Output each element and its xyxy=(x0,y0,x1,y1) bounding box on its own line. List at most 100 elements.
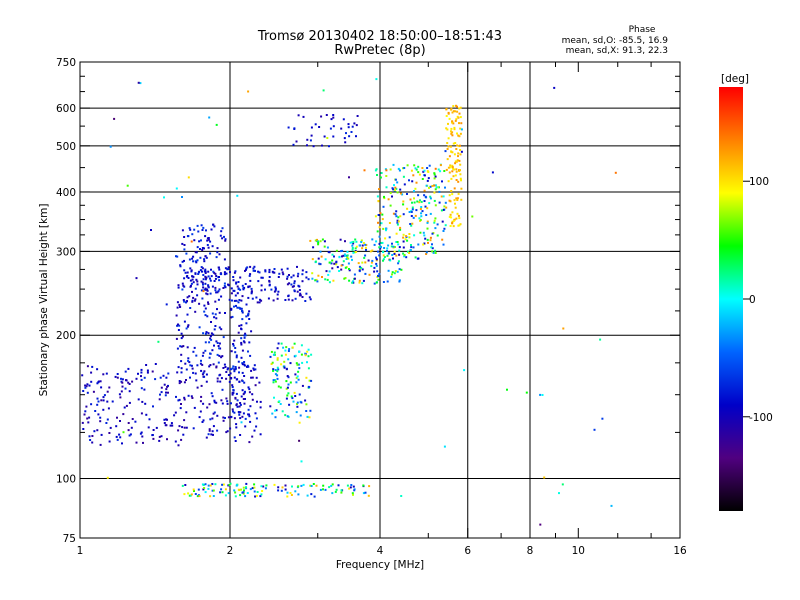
echo-point xyxy=(199,269,202,272)
echo-point xyxy=(561,483,564,486)
echo-point xyxy=(163,383,166,386)
echo-point xyxy=(181,484,184,487)
echo-point xyxy=(325,270,328,273)
echo-point xyxy=(382,205,385,208)
echo-point xyxy=(212,495,215,497)
echo-point xyxy=(181,229,184,232)
echo-point xyxy=(427,177,430,180)
echo-point xyxy=(451,164,454,167)
echo-point xyxy=(181,335,184,338)
echo-point xyxy=(365,244,368,246)
echo-point xyxy=(399,192,402,195)
echo-point xyxy=(290,494,293,496)
echo-point xyxy=(250,330,253,333)
echo-point xyxy=(111,400,114,403)
echo-point xyxy=(88,384,91,387)
echo-point xyxy=(214,325,217,327)
echo-point xyxy=(252,267,255,270)
echo-point xyxy=(274,369,277,371)
echo-point xyxy=(292,285,295,288)
echo-point xyxy=(202,290,205,293)
echo-point xyxy=(230,368,232,371)
echo-point xyxy=(429,236,432,239)
echo-point xyxy=(270,288,273,291)
echo-point xyxy=(422,170,425,173)
echo-point xyxy=(393,252,396,255)
echo-point xyxy=(304,300,307,302)
echo-point xyxy=(282,273,285,276)
echo-point xyxy=(120,390,123,393)
echo-point xyxy=(213,225,216,228)
echo-point xyxy=(194,298,197,301)
echo-point xyxy=(450,150,453,153)
echo-point xyxy=(204,282,207,285)
echo-point xyxy=(122,413,125,416)
echo-point xyxy=(240,356,243,359)
echo-point xyxy=(202,283,204,286)
echo-point xyxy=(340,268,343,271)
echo-point xyxy=(333,255,335,258)
echo-point xyxy=(210,433,213,436)
echo-point xyxy=(102,399,105,402)
echo-point xyxy=(405,256,408,259)
echo-point xyxy=(236,399,239,402)
echo-point xyxy=(187,277,190,279)
echo-point xyxy=(180,337,183,340)
echo-point xyxy=(423,169,426,172)
echo-point xyxy=(434,184,437,187)
echo-point xyxy=(191,257,194,260)
echo-point xyxy=(222,483,225,486)
echo-point xyxy=(322,488,324,491)
echo-point xyxy=(410,215,413,217)
echo-point xyxy=(361,261,364,264)
echo-point xyxy=(385,227,388,230)
echo-point xyxy=(134,420,137,423)
echo-point xyxy=(106,390,109,393)
echo-point xyxy=(218,276,220,278)
echo-point xyxy=(248,391,251,394)
echo-point xyxy=(211,245,214,248)
echo-point xyxy=(278,400,281,403)
echo-point xyxy=(253,486,256,489)
echo-point xyxy=(151,434,154,437)
echo-point xyxy=(449,145,452,148)
echo-point xyxy=(410,169,413,172)
echo-point xyxy=(433,184,436,187)
echo-point xyxy=(291,285,294,288)
echo-point xyxy=(429,195,432,198)
echo-point xyxy=(383,197,386,200)
echo-point xyxy=(426,227,429,230)
echo-point xyxy=(335,488,338,491)
echo-point xyxy=(239,403,242,406)
echo-point xyxy=(223,284,226,287)
echo-point xyxy=(342,260,345,263)
echo-point xyxy=(332,279,335,282)
echo-point xyxy=(135,277,138,280)
echo-point xyxy=(185,426,188,429)
echo-point xyxy=(395,210,398,213)
echo-point xyxy=(423,194,426,197)
echo-point xyxy=(244,425,247,428)
echo-point xyxy=(296,363,299,366)
echo-point xyxy=(180,367,183,370)
echo-point xyxy=(252,367,255,370)
echo-point xyxy=(308,379,311,382)
echo-point xyxy=(304,399,307,402)
echo-point xyxy=(395,215,398,218)
echo-point xyxy=(417,194,420,197)
echo-point xyxy=(127,422,130,424)
echo-point xyxy=(305,376,308,379)
echo-point xyxy=(224,366,227,368)
echo-point xyxy=(375,264,378,267)
echo-point xyxy=(272,353,275,356)
echo-point xyxy=(177,399,180,402)
echo-point xyxy=(233,305,235,308)
echo-point xyxy=(196,364,199,367)
echo-point xyxy=(121,442,123,445)
echo-point xyxy=(193,239,196,242)
echo-point xyxy=(245,315,248,318)
echo-point xyxy=(170,422,173,425)
echo-point xyxy=(251,398,254,401)
echo-point xyxy=(224,238,227,241)
echo-point xyxy=(363,256,366,259)
